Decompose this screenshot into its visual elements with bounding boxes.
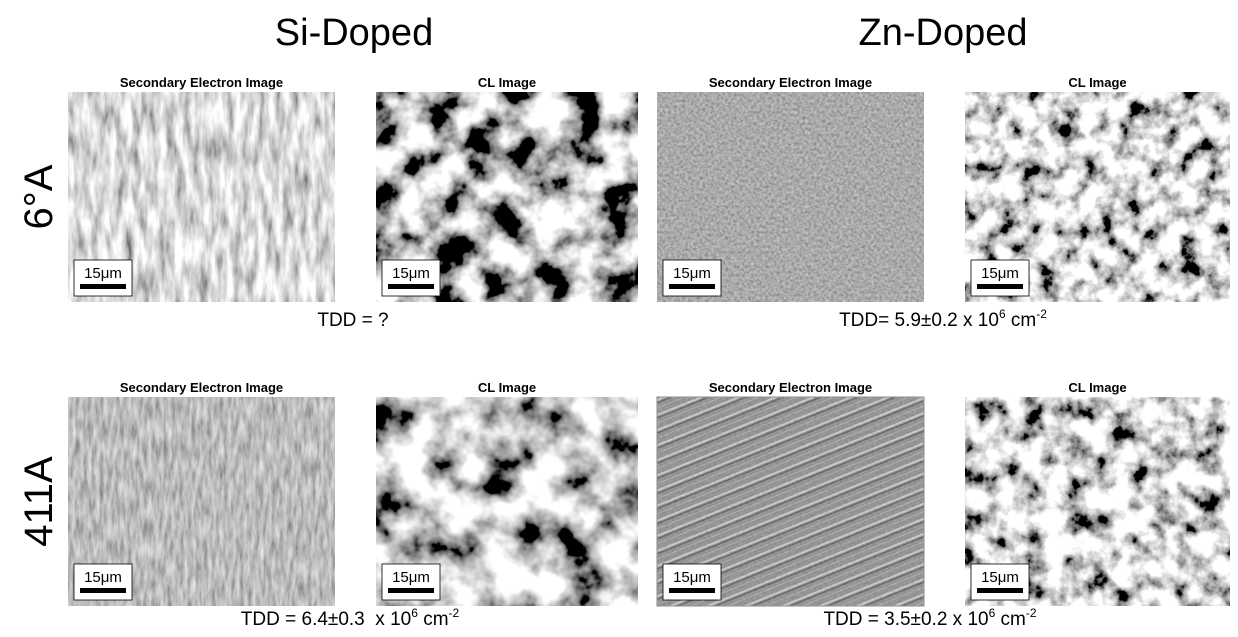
scale-label: 15μm bbox=[673, 569, 711, 586]
tdd-unit: cm bbox=[995, 609, 1026, 630]
scale-bar bbox=[80, 284, 126, 289]
panel-title: Secondary Electron Image bbox=[120, 380, 283, 395]
tdd-text: TDD = 3.5±0.2 x 10 bbox=[823, 609, 988, 630]
scale-bar bbox=[669, 284, 715, 289]
tdd-label: TDD = 6.4±0.3 x 106 cm-2 bbox=[241, 606, 460, 630]
panel-title: Secondary Electron Image bbox=[120, 75, 283, 90]
tdd-text: TDD = 6.4±0.3 x 10 bbox=[241, 609, 411, 630]
column-title: Zn-Doped bbox=[859, 12, 1028, 54]
figure: Si-Doped Zn-Doped 6°A Secondary Electron … bbox=[0, 0, 1238, 637]
row-label: 6°A bbox=[17, 164, 61, 229]
panel-title: CL Image bbox=[1068, 75, 1126, 90]
tdd-unit-exponent: -2 bbox=[1036, 307, 1047, 321]
tdd-label: TDD = ? bbox=[317, 310, 388, 331]
column-title: Si-Doped bbox=[275, 12, 433, 54]
tdd-text: TDD= 5.9±0.2 x 10 bbox=[839, 310, 999, 331]
tdd-unit: cm bbox=[1006, 310, 1037, 331]
tdd-unit: cm bbox=[418, 609, 449, 630]
scale-bar bbox=[388, 588, 434, 593]
row-label: 411A bbox=[17, 456, 61, 547]
scale-label: 15μm bbox=[392, 265, 430, 282]
scale-label: 15μm bbox=[84, 569, 122, 586]
scale-label: 15μm bbox=[392, 569, 430, 586]
scale-bar bbox=[977, 588, 1023, 593]
tdd-label: TDD= 5.9±0.2 x 106 cm-2 bbox=[839, 307, 1047, 331]
tdd-label: TDD = 3.5±0.2 x 106 cm-2 bbox=[823, 606, 1036, 630]
scale-label: 15μm bbox=[981, 265, 1019, 282]
tdd-unit-exponent: -2 bbox=[449, 606, 460, 620]
scale-label: 15μm bbox=[84, 265, 122, 282]
scale-bar bbox=[80, 588, 126, 593]
scale-bar bbox=[977, 284, 1023, 289]
panel-title: Secondary Electron Image bbox=[709, 75, 872, 90]
panel-title: Secondary Electron Image bbox=[709, 380, 872, 395]
scale-bar bbox=[388, 284, 434, 289]
scale-label: 15μm bbox=[981, 569, 1019, 586]
panel-title: CL Image bbox=[1068, 380, 1126, 395]
scale-label: 15μm bbox=[673, 265, 711, 282]
panel-title: CL Image bbox=[478, 380, 536, 395]
tdd-text: TDD = ? bbox=[317, 310, 388, 331]
scale-bar bbox=[669, 588, 715, 593]
tdd-unit-exponent: -2 bbox=[1026, 606, 1037, 620]
panel-title: CL Image bbox=[478, 75, 536, 90]
